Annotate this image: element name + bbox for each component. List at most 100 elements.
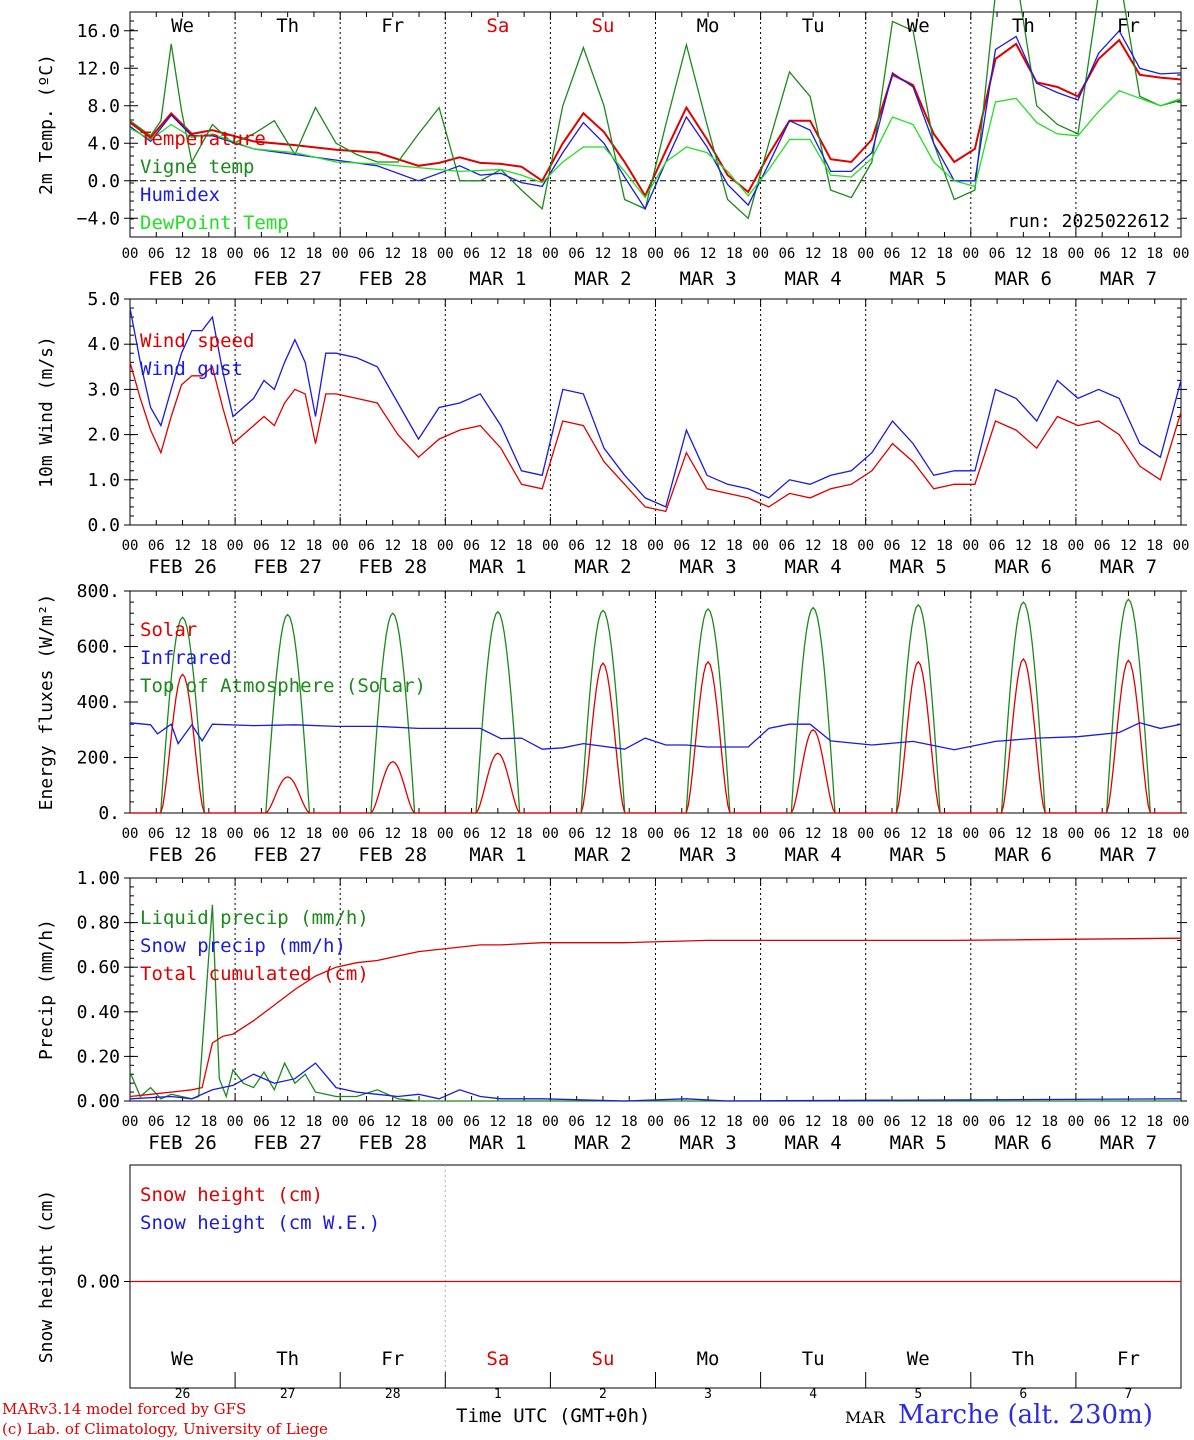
- hour-tick-label: 06: [463, 538, 480, 554]
- y-axis-label: Energy fluxes (W/m²): [36, 594, 57, 811]
- hour-tick-label: 18: [411, 826, 428, 842]
- date-label: MAR 2: [574, 556, 631, 578]
- hour-tick-label: 18: [411, 1114, 428, 1130]
- hour-tick-label: 12: [700, 246, 717, 262]
- hour-tick-label: 00: [332, 826, 349, 842]
- y-tick-label: 8.0: [87, 96, 120, 117]
- y-tick-label: 0.80: [77, 913, 120, 934]
- hour-tick-label: 00: [122, 1114, 139, 1130]
- data-series: [129, 0, 1182, 1283]
- hour-tick-label: 06: [673, 1114, 690, 1130]
- hour-tick-label: 18: [305, 826, 322, 842]
- hour-tick-label: 00: [122, 826, 139, 842]
- date-label: FEB 28: [358, 1132, 427, 1154]
- hour-tick-label: 18: [200, 538, 217, 554]
- hour-tick-label: 12: [805, 826, 822, 842]
- hour-tick-label: 18: [516, 538, 533, 554]
- legend-entry: Solar: [140, 619, 197, 641]
- hour-tick-label: 18: [200, 1114, 217, 1130]
- hour-tick-label: 18: [936, 826, 953, 842]
- hour-tick-label: 18: [1041, 246, 1058, 262]
- y-tick-label: 600.: [77, 637, 120, 658]
- hour-tick-label: 00: [1067, 826, 1084, 842]
- hour-tick-label: 06: [989, 826, 1006, 842]
- date-label: FEB 27: [253, 268, 322, 290]
- date-label: FEB 27: [253, 1132, 322, 1154]
- y-tick-label: 1.00: [77, 868, 120, 889]
- hour-tick-label: 06: [673, 538, 690, 554]
- hour-tick-label: 06: [989, 538, 1006, 554]
- date-label: MAR 3: [679, 1132, 736, 1154]
- hour-tick-label: 12: [1120, 826, 1137, 842]
- hour-tick-label: 00: [332, 246, 349, 262]
- hour-tick-label: 12: [384, 538, 401, 554]
- legend-entry: Temperature: [140, 128, 266, 150]
- series-line: [129, 38, 1182, 198]
- series-line: [129, 722, 1182, 751]
- y-tick-label: 0.00: [77, 1272, 120, 1293]
- date-label: MAR 1: [469, 556, 526, 578]
- hour-tick-label: 06: [778, 1114, 795, 1130]
- hour-tick-label: 12: [489, 1114, 506, 1130]
- hour-tick-label: 12: [279, 538, 296, 554]
- weekday-label: Th: [276, 15, 299, 37]
- hour-tick-label: 00: [1067, 1114, 1084, 1130]
- hour-tick-label: 12: [1120, 1114, 1137, 1130]
- hour-tick-label: 18: [621, 1114, 638, 1130]
- hour-tick-label: 06: [253, 826, 270, 842]
- hour-tick-label: 12: [700, 538, 717, 554]
- hour-tick-label: 12: [489, 538, 506, 554]
- date-label: MAR 5: [890, 268, 947, 290]
- hour-tick-label: 18: [305, 538, 322, 554]
- day-number-label: 1: [494, 1387, 502, 1402]
- hour-tick-label: 12: [910, 826, 927, 842]
- hour-tick-label: 06: [568, 246, 585, 262]
- date-label: FEB 27: [253, 844, 322, 866]
- hour-tick-label: 00: [857, 826, 874, 842]
- hour-tick-label: 00: [962, 826, 979, 842]
- time-axis-label: Time UTC (GMT+0h): [456, 1405, 651, 1427]
- lab-credit: (c) Lab. of Climatology, University of L…: [2, 1420, 328, 1438]
- hour-tick-label: 18: [621, 538, 638, 554]
- y-axis-label: Precip (mm/h): [36, 919, 57, 1060]
- weekday-label-bottom: Tu: [802, 1348, 825, 1370]
- date-label: MAR 6: [995, 844, 1052, 866]
- hour-tick-label: 18: [516, 1114, 533, 1130]
- hour-tick-label: 18: [1146, 538, 1163, 554]
- hour-tick-label: 00: [752, 1114, 769, 1130]
- hour-tick-label: 12: [1015, 826, 1032, 842]
- hour-tick-label: 00: [647, 538, 664, 554]
- date-label: FEB 26: [148, 556, 217, 578]
- hour-tick-label: 00: [752, 538, 769, 554]
- hour-tick-label: 00: [857, 246, 874, 262]
- y-tick-label: 0.60: [77, 957, 120, 978]
- hour-tick-label: 12: [1120, 246, 1137, 262]
- hour-tick-label: 00: [647, 826, 664, 842]
- hour-tick-label: 06: [463, 246, 480, 262]
- weekday-label-bottom: We: [907, 1348, 930, 1370]
- hour-tick-label: 12: [595, 1114, 612, 1130]
- hour-tick-label: 06: [253, 246, 270, 262]
- series-line: [129, 0, 1182, 220]
- y-tick-label: 0.20: [77, 1046, 120, 1067]
- hour-tick-label: 00: [542, 1114, 559, 1130]
- date-label: MAR 4: [785, 268, 842, 290]
- hour-tick-label: 12: [595, 826, 612, 842]
- series-line: [129, 362, 1182, 513]
- hour-tick-label: 18: [1041, 538, 1058, 554]
- legend-entry: Infrared: [140, 647, 232, 669]
- date-label: FEB 26: [148, 268, 217, 290]
- y-tick-label: 200.: [77, 748, 120, 769]
- hour-tick-label: 06: [1094, 246, 1111, 262]
- hour-tick-label: 12: [279, 826, 296, 842]
- hour-tick-label: 00: [962, 246, 979, 262]
- date-label: MAR 3: [679, 268, 736, 290]
- hour-tick-label: 00: [542, 246, 559, 262]
- hour-tick-label: 12: [174, 538, 191, 554]
- hour-tick-label: 18: [621, 246, 638, 262]
- series-line: [129, 307, 1182, 508]
- legend-entry: Snow height (cm): [140, 1184, 323, 1206]
- hour-tick-label: 00: [437, 1114, 454, 1130]
- hour-tick-label: 00: [857, 538, 874, 554]
